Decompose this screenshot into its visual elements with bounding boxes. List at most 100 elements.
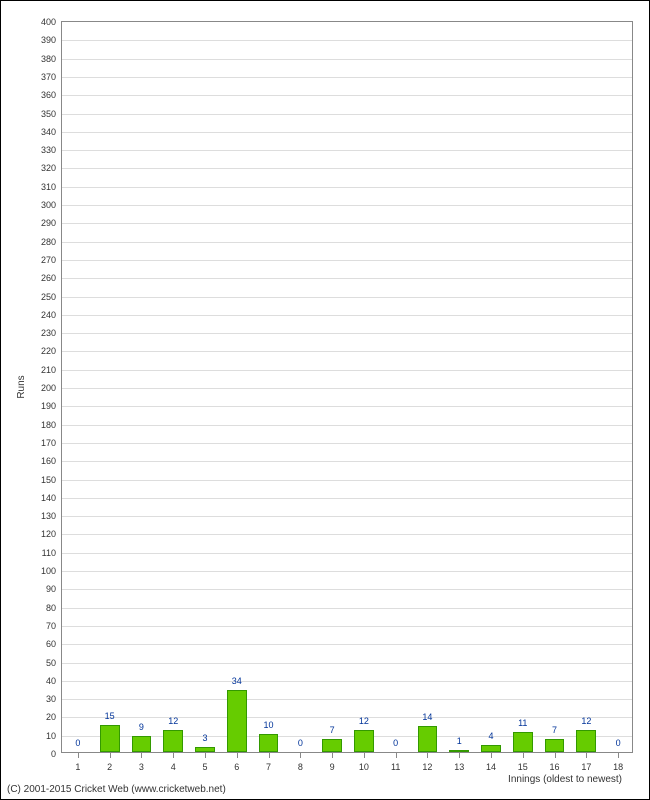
- bar-value-label: 12: [359, 716, 369, 726]
- gridline: [62, 40, 632, 41]
- y-tick-label: 220: [30, 346, 56, 356]
- y-tick-label: 390: [30, 35, 56, 45]
- copyright-text: (C) 2001-2015 Cricket Web (www.cricketwe…: [7, 784, 226, 795]
- y-tick-label: 290: [30, 218, 56, 228]
- bar-value-label: 1: [457, 736, 462, 746]
- bar-value-label: 10: [264, 720, 274, 730]
- y-tick-label: 200: [30, 383, 56, 393]
- x-tick: [141, 752, 142, 758]
- x-tick: [237, 752, 238, 758]
- x-tick-label: 14: [486, 762, 496, 772]
- y-tick-label: 100: [30, 566, 56, 576]
- y-tick-label: 180: [30, 420, 56, 430]
- x-tick-label: 8: [298, 762, 303, 772]
- plot-area: Runs Innings (oldest to newest) 01020304…: [61, 21, 633, 753]
- x-tick: [555, 752, 556, 758]
- bar-value-label: 34: [232, 676, 242, 686]
- y-tick-label: 60: [30, 639, 56, 649]
- x-tick: [427, 752, 428, 758]
- x-tick: [269, 752, 270, 758]
- gridline: [62, 717, 632, 718]
- bar: [163, 730, 183, 752]
- bar-value-label: 14: [422, 712, 432, 722]
- gridline: [62, 571, 632, 572]
- gridline: [62, 663, 632, 664]
- y-tick-label: 0: [30, 749, 56, 759]
- x-tick: [332, 752, 333, 758]
- x-tick-label: 18: [613, 762, 623, 772]
- bar-value-label: 0: [298, 738, 303, 748]
- bar: [227, 690, 247, 752]
- gridline: [62, 260, 632, 261]
- y-tick-label: 150: [30, 475, 56, 485]
- y-tick-label: 40: [30, 676, 56, 686]
- y-axis-label: Runs: [16, 375, 27, 398]
- gridline: [62, 388, 632, 389]
- gridline: [62, 480, 632, 481]
- bar: [545, 739, 565, 752]
- bar-value-label: 7: [330, 725, 335, 735]
- y-tick-label: 340: [30, 127, 56, 137]
- gridline: [62, 95, 632, 96]
- gridline: [62, 553, 632, 554]
- gridline: [62, 461, 632, 462]
- y-tick-label: 70: [30, 621, 56, 631]
- bar-value-label: 4: [488, 731, 493, 741]
- gridline: [62, 443, 632, 444]
- gridline: [62, 223, 632, 224]
- x-tick-label: 5: [202, 762, 207, 772]
- gridline: [62, 516, 632, 517]
- y-tick-label: 80: [30, 603, 56, 613]
- bar-value-label: 0: [393, 738, 398, 748]
- gridline: [62, 132, 632, 133]
- x-tick: [110, 752, 111, 758]
- y-tick-label: 350: [30, 109, 56, 119]
- bar-value-label: 0: [616, 738, 621, 748]
- x-tick-label: 6: [234, 762, 239, 772]
- x-tick-label: 10: [359, 762, 369, 772]
- y-tick-label: 310: [30, 182, 56, 192]
- gridline: [62, 699, 632, 700]
- gridline: [62, 205, 632, 206]
- y-tick-label: 20: [30, 712, 56, 722]
- gridline: [62, 315, 632, 316]
- y-tick-label: 50: [30, 658, 56, 668]
- x-tick-label: 17: [581, 762, 591, 772]
- x-tick: [491, 752, 492, 758]
- x-tick: [205, 752, 206, 758]
- x-tick-label: 16: [550, 762, 560, 772]
- x-tick: [78, 752, 79, 758]
- bar-value-label: 15: [105, 711, 115, 721]
- y-tick-label: 210: [30, 365, 56, 375]
- y-tick-label: 360: [30, 90, 56, 100]
- y-tick-label: 280: [30, 237, 56, 247]
- bar: [418, 726, 438, 752]
- bar: [259, 734, 279, 752]
- gridline: [62, 589, 632, 590]
- y-tick-label: 270: [30, 255, 56, 265]
- gridline: [62, 498, 632, 499]
- chart-frame: Runs Innings (oldest to newest) 01020304…: [0, 0, 650, 800]
- gridline: [62, 534, 632, 535]
- y-tick-label: 120: [30, 529, 56, 539]
- x-axis-label: Innings (oldest to newest): [508, 774, 622, 785]
- gridline: [62, 351, 632, 352]
- y-tick-label: 30: [30, 694, 56, 704]
- bar: [132, 736, 152, 752]
- bar-value-label: 12: [581, 716, 591, 726]
- y-tick-label: 300: [30, 200, 56, 210]
- bar: [100, 725, 120, 752]
- gridline: [62, 644, 632, 645]
- gridline: [62, 425, 632, 426]
- gridline: [62, 626, 632, 627]
- x-tick-label: 4: [171, 762, 176, 772]
- x-tick-label: 3: [139, 762, 144, 772]
- y-tick-label: 160: [30, 456, 56, 466]
- y-tick-label: 230: [30, 328, 56, 338]
- y-tick-label: 240: [30, 310, 56, 320]
- y-tick-label: 90: [30, 584, 56, 594]
- y-tick-label: 110: [30, 548, 56, 558]
- x-tick: [523, 752, 524, 758]
- x-tick-label: 15: [518, 762, 528, 772]
- gridline: [62, 114, 632, 115]
